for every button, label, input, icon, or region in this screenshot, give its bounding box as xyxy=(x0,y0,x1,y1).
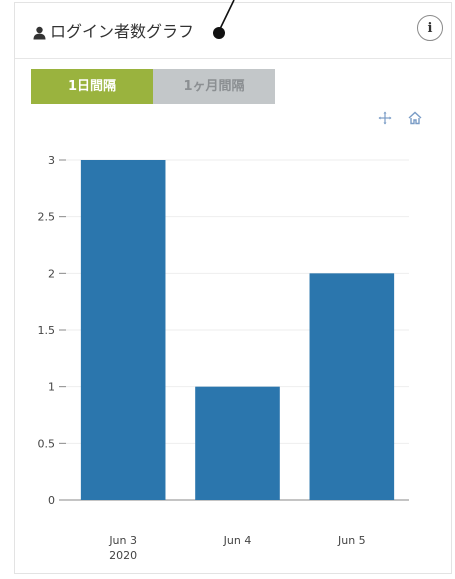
y-tick-label: 2.5 xyxy=(38,211,56,224)
bar-jun-4 xyxy=(195,386,280,500)
x-tick-label: Jun 3 xyxy=(108,534,137,547)
callout-dot xyxy=(213,27,225,39)
y-tick-label: 3 xyxy=(48,154,55,167)
callout-marker xyxy=(213,0,235,39)
tab-monthly[interactable]: 1ヶ月間隔 xyxy=(153,69,275,104)
bar-jun-5 xyxy=(309,273,395,500)
y-tick-label: 0.5 xyxy=(38,437,56,450)
x-tick-label: Jun 4 xyxy=(223,534,252,547)
panel-header: ログイン者数グラフ i xyxy=(15,3,451,59)
panel-title-text: ログイン者数グラフ xyxy=(50,22,195,41)
user-icon xyxy=(33,25,46,40)
panel-title: ログイン者数グラフ xyxy=(33,21,194,43)
bar-jun-3 xyxy=(80,160,166,500)
info-button[interactable]: i xyxy=(417,15,443,41)
info-icon: i xyxy=(427,20,433,36)
callout-line xyxy=(218,0,235,32)
tab-daily[interactable]: 1日間隔 xyxy=(31,69,153,104)
x-tick-label: Jun 5 xyxy=(337,534,366,547)
y-tick-label: 0 xyxy=(48,494,55,507)
login-count-panel: ログイン者数グラフ i 1日間隔 1ヶ月間隔 0 0.5 1 1.5 2 2.5 3 Jun … xyxy=(14,2,452,574)
interval-tabs: 1日間隔 1ヶ月間隔 xyxy=(31,69,275,104)
y-tick-label: 1.5 xyxy=(38,324,56,337)
home-icon[interactable] xyxy=(408,111,422,125)
move-icon[interactable] xyxy=(378,111,392,125)
y-tick-label: 1 xyxy=(48,381,55,394)
login-bar-chart: 0 0.5 1 1.5 2 2.5 3 Jun 3 2020 Jun 4 Jun 5 xyxy=(38,154,409,562)
y-tick-label: 2 xyxy=(48,267,55,280)
x-tick-sublabel: 2020 xyxy=(109,549,137,562)
